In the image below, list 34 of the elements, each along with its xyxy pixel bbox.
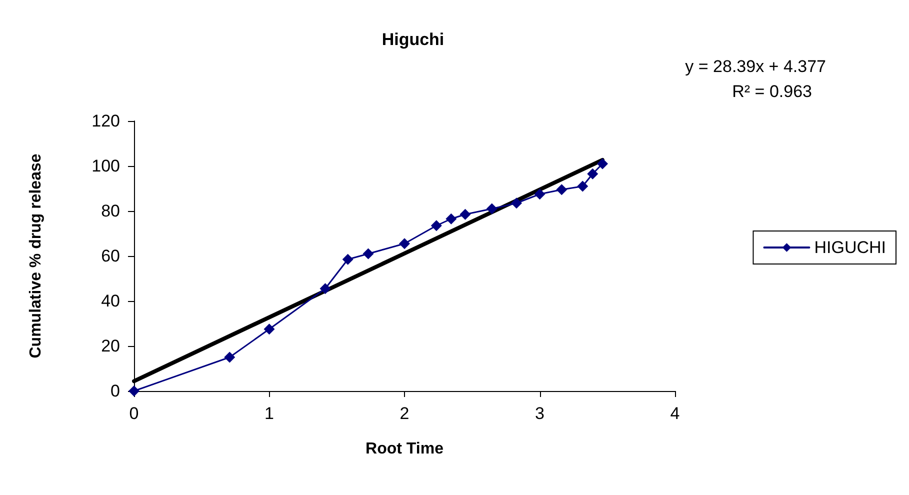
point <box>320 283 331 294</box>
point <box>446 213 457 224</box>
y-tick-label: 100 <box>92 156 120 176</box>
point <box>534 188 546 200</box>
y-tick-label: 80 <box>101 202 120 220</box>
point <box>587 168 598 180</box>
x-tick-label: 2 <box>400 404 410 423</box>
point <box>264 324 275 335</box>
y-tick-label: 20 <box>101 336 120 356</box>
x-tick-label: 3 <box>535 404 544 423</box>
chart-title: Higuchi <box>382 30 444 49</box>
y-tick-label: 60 <box>101 246 120 266</box>
text: y = 28.39x + 4.377 <box>685 57 826 76</box>
point <box>460 208 471 220</box>
x-axis-title: Root Time <box>366 440 444 458</box>
y-axis-title: Cumulative % drug release <box>28 154 44 358</box>
x-tick-label: 1 <box>264 404 274 423</box>
point <box>224 352 236 363</box>
x-tick-label: 0 <box>129 404 139 423</box>
point <box>399 238 410 250</box>
point <box>342 254 354 265</box>
point <box>597 158 608 170</box>
x-tick-label: 4 <box>670 404 680 423</box>
point <box>430 220 442 232</box>
point <box>510 198 522 209</box>
point <box>362 248 374 260</box>
text: R² = 0.963 <box>732 82 812 101</box>
point <box>556 184 568 196</box>
point <box>486 203 498 214</box>
y-tick-label: 120 <box>92 112 120 130</box>
legend-label: HIGUCHI <box>814 238 886 257</box>
point <box>577 180 588 192</box>
y-tick-label: 40 <box>101 292 120 310</box>
y-tick-label: 0 <box>110 382 120 400</box>
